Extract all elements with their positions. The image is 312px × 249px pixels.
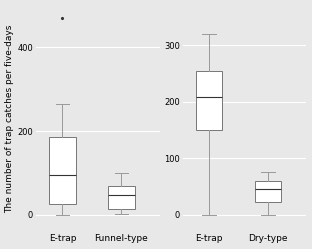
Y-axis label: The number of trap catches per five-days: The number of trap catches per five-days (6, 24, 15, 213)
PathPatch shape (108, 187, 135, 209)
PathPatch shape (196, 70, 222, 130)
PathPatch shape (49, 137, 76, 204)
PathPatch shape (255, 181, 281, 202)
